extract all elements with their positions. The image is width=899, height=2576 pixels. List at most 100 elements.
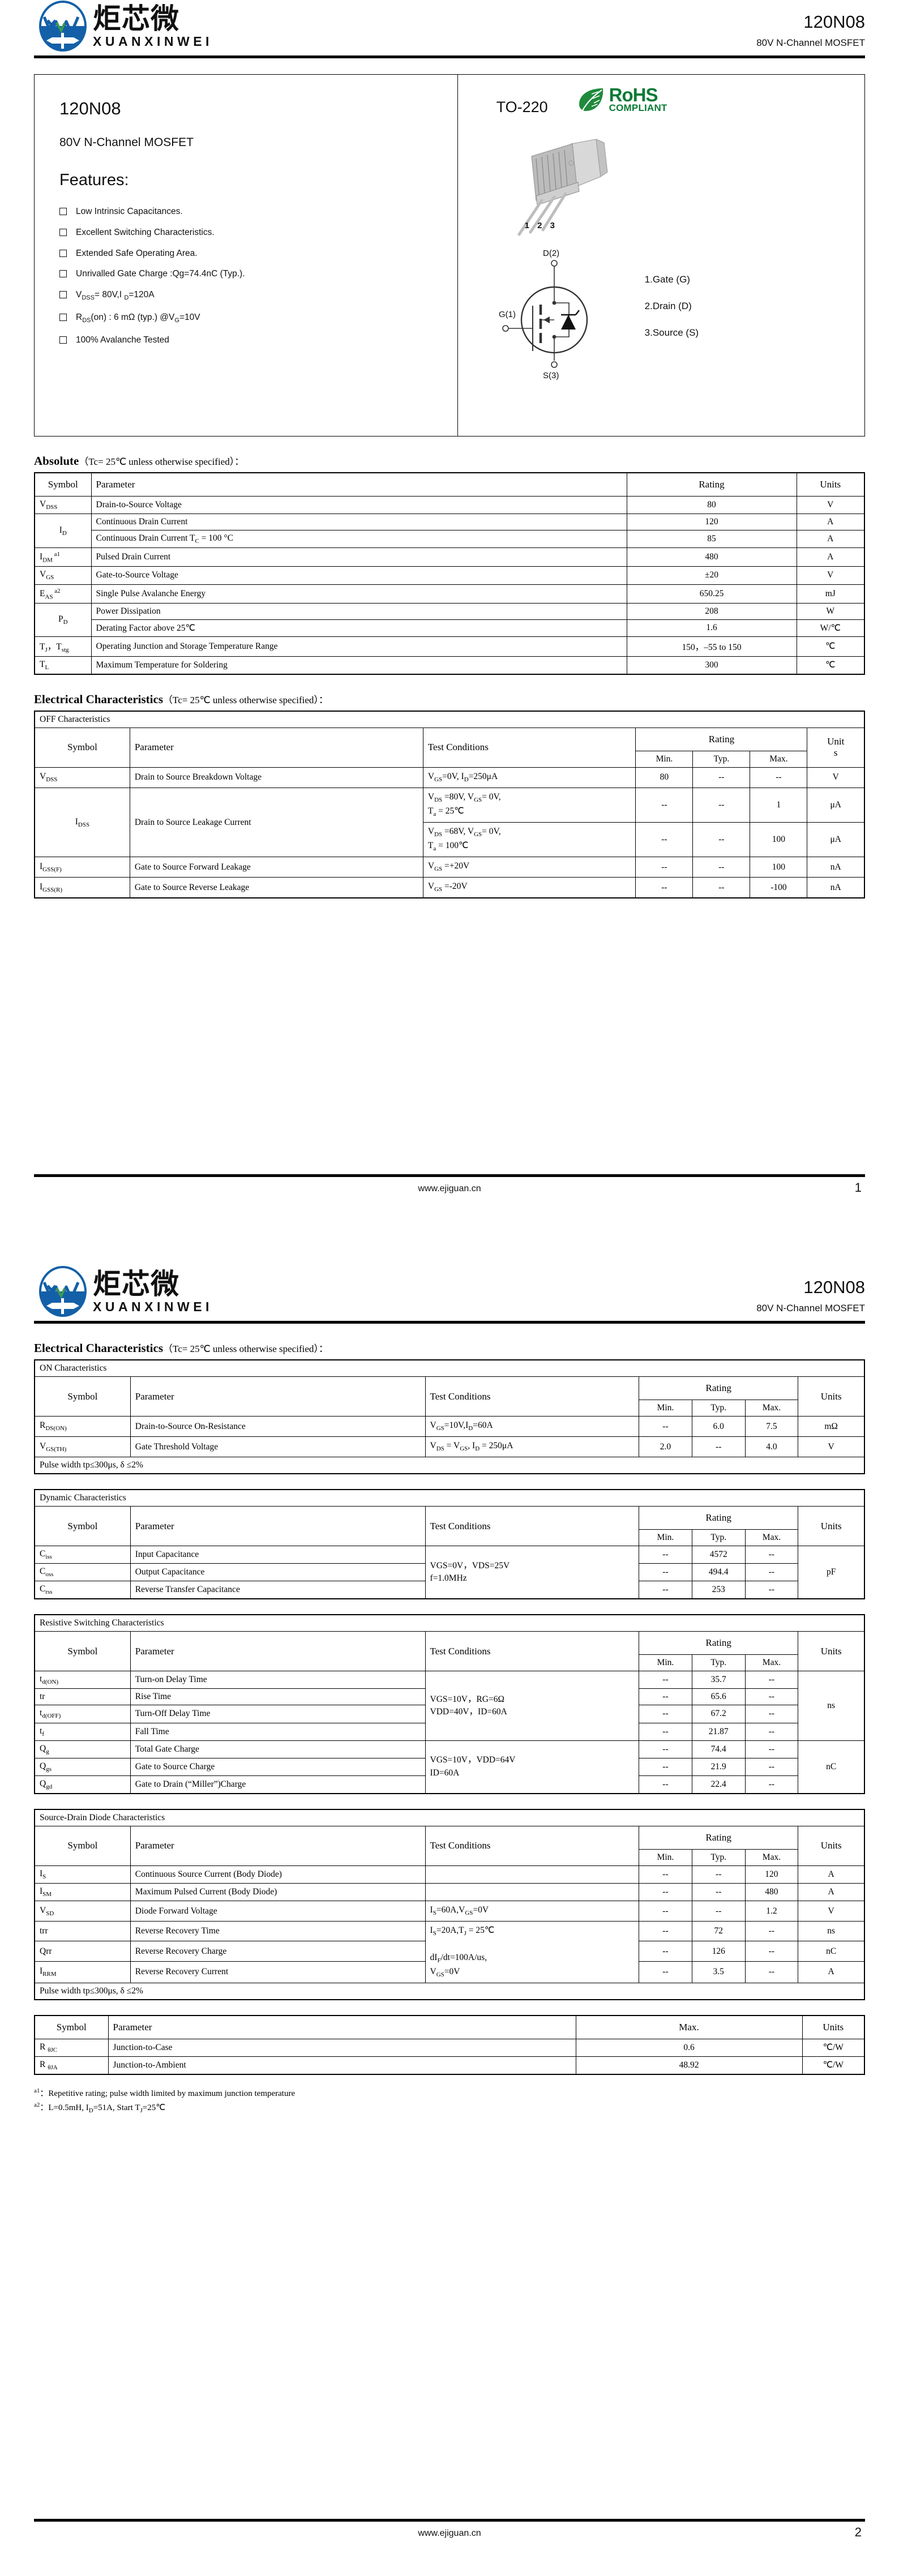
cell-parameter: Gate-to-Source Voltage <box>91 566 627 585</box>
table-row: Derating Factor above 25℃ 1.6 W/℃ <box>35 619 865 637</box>
cell-parameter: Derating Factor above 25℃ <box>91 619 627 637</box>
pin-assignment-list: 1.Gate (G) 2.Drain (D) 3.Source (S) <box>645 274 699 354</box>
units-line1: Unit <box>827 736 845 747</box>
col-symbol: Symbol <box>34 2015 109 2039</box>
cell-typ: 72 <box>691 1921 746 1942</box>
cell-symbol: VGS <box>34 566 92 585</box>
package-pin-numbers: 1 2 3 <box>524 221 558 230</box>
cell-parameter: Gate to Source Charge <box>130 1757 426 1776</box>
cell-min: -- <box>639 1757 692 1776</box>
cell-test-conditions: VGS=0V，VDS=25V f=1.0MHz <box>425 1546 640 1599</box>
cell-units: V <box>796 566 865 585</box>
table-note-row: Pulse width tp≤300μs, δ ≤2% <box>34 1457 865 1474</box>
footer-url[interactable]: www.ejiguan.cn <box>418 1184 481 1193</box>
cell-units: A <box>798 1882 865 1902</box>
cell-parameter: Gate to Source Forward Leakage <box>129 857 423 878</box>
cell-min: -- <box>639 1705 692 1723</box>
checkbox-icon <box>59 270 67 278</box>
cell-max: 48.92 <box>575 2056 803 2075</box>
thermal-resistance-table: Symbol Parameter Max. Units R θJC Juncti… <box>34 2014 865 2075</box>
cell-typ: 35.7 <box>691 1671 746 1689</box>
table-row: VDSS Drain to Source Breakdown Voltage V… <box>34 767 865 789</box>
datasheet-page-1: 炬芯微 XUANXINWEI 120N08 80V N-Channel MOSF… <box>0 0 899 1231</box>
cell-units: ℃/W <box>802 2038 865 2057</box>
table-row: Qrr Reverse Recovery Charge -- 126 -- nC <box>34 1941 865 1962</box>
cell-symbol: td(OFF) <box>34 1705 131 1723</box>
cell-max: -- <box>750 767 808 789</box>
cell-symbol: IGSS(R) <box>34 877 130 898</box>
feature-item: VDSS= 80V,I D=120A <box>59 290 457 302</box>
table-row: Coss Output Capacitance -- 494.4 -- <box>34 1563 864 1582</box>
cell-parameter: Power Dissipation <box>91 602 627 620</box>
cell-symbol: IDM a1 <box>34 547 92 567</box>
col-parameter: Parameter <box>108 2015 576 2039</box>
col-max: Max. <box>744 1848 799 1866</box>
footnote-a1: a1：Repetitive rating; pulse width limite… <box>34 2086 865 2100</box>
symbol-drain-label: D(2) <box>543 249 559 258</box>
col-rating: Rating <box>639 1376 799 1400</box>
col-max: Max. <box>744 1654 799 1672</box>
cell-units: W/℃ <box>796 619 865 637</box>
table-row: VSD Diode Forward Voltage IS=60A,VGS=0V … <box>34 1901 865 1922</box>
cell-rating: 120 <box>626 514 797 531</box>
electrical-title-text: Electrical Characteristics <box>34 1341 163 1355</box>
page-header: 炬芯微 XUANXINWEI 120N08 80V N-Channel MOSF… <box>34 0 865 52</box>
col-units: Units <box>796 472 865 497</box>
cell-typ: 126 <box>691 1941 746 1962</box>
cell-typ: -- <box>692 822 751 858</box>
cell-parameter: Continuous Drain Current TC = 100 °C <box>91 530 627 549</box>
symbol-gate-label: G(1) <box>499 310 516 319</box>
cell-units: A <box>796 514 865 531</box>
cell-symbol: IGSS(F) <box>34 857 130 878</box>
cell-rating: 300 <box>626 656 797 675</box>
col-typ: Typ. <box>691 1400 746 1417</box>
cell-test-conditions: IS=60A,VGS=0V <box>425 1901 640 1922</box>
cell-test-conditions <box>425 1865 640 1884</box>
cell-units: mJ <box>796 584 865 604</box>
cell-units: A <box>798 1961 865 1983</box>
footer-divider <box>34 2519 865 2522</box>
cell-parameter: Maximum Pulsed Current (Body Diode) <box>130 1882 426 1902</box>
cell-parameter: Output Capacitance <box>130 1563 426 1582</box>
electrical-title-text: Electrical Characteristics <box>34 692 163 706</box>
cell-max: -- <box>744 1740 799 1758</box>
cell-min: -- <box>639 1775 692 1794</box>
cell-units: A <box>798 1865 865 1884</box>
rohs-compliant-label: COMPLIANT <box>609 102 667 114</box>
cell-units: nC <box>798 1740 865 1794</box>
cell-min: 80 <box>635 767 693 789</box>
page-separator <box>0 1231 899 1265</box>
feature-text: Low Intrinsic Capacitances. <box>76 207 183 216</box>
feature-text: Extended Safe Operating Area. <box>76 248 198 258</box>
footer-url[interactable]: www.ejiguan.cn <box>418 2528 481 2538</box>
cell-max: 4.0 <box>744 1436 799 1458</box>
leaf-icon <box>579 88 603 111</box>
cell-parameter: Operating Junction and Storage Temperatu… <box>91 636 627 657</box>
overview-box: 120N08 80V N-Channel MOSFET Features: Lo… <box>34 74 865 437</box>
cell-typ: -- <box>692 787 751 823</box>
col-units: Units <box>798 1631 865 1672</box>
cell-symbol: Crss <box>34 1581 131 1599</box>
group-header-row: Dynamic Characteristics <box>34 1489 865 1507</box>
switching-characteristics-table: Resistive Switching Characteristics Symb… <box>34 1614 865 1794</box>
table-row: ID Continuous Drain Current 120 A <box>34 514 865 549</box>
symbol-source-label: S(3) <box>543 371 559 380</box>
col-parameter: Parameter <box>129 727 423 768</box>
table-row: VDSS Drain-to-Source Voltage 80 V <box>34 495 865 515</box>
cell-parameter: Maximum Temperature for Soldering <box>91 656 627 675</box>
cell-symbol: VGS(TH) <box>34 1436 131 1458</box>
cell-parameter: Junction-to-Case <box>108 2038 576 2057</box>
company-logo: 炬芯微 XUANXINWEI <box>34 1265 213 1317</box>
cell-parameter: Drain to Source Breakdown Voltage <box>129 767 423 789</box>
feature-item: Low Intrinsic Capacitances. <box>59 207 457 217</box>
header-part-number: 120N08 <box>803 1277 865 1298</box>
cell-units: pF <box>798 1546 865 1599</box>
table-header-row: Symbol Parameter Test Conditions Rating … <box>34 727 865 768</box>
cell-min: -- <box>639 1921 692 1942</box>
col-typ: Typ. <box>692 750 751 768</box>
table-row: Crss Reverse Transfer Capacitance -- 253… <box>34 1581 864 1599</box>
group-title: OFF Characteristics <box>34 711 865 728</box>
cell-min: -- <box>639 1865 692 1884</box>
cell-symbol: EAS a2 <box>34 584 92 604</box>
table-subheader-row: Min. Typ. Max. <box>35 1529 864 1547</box>
